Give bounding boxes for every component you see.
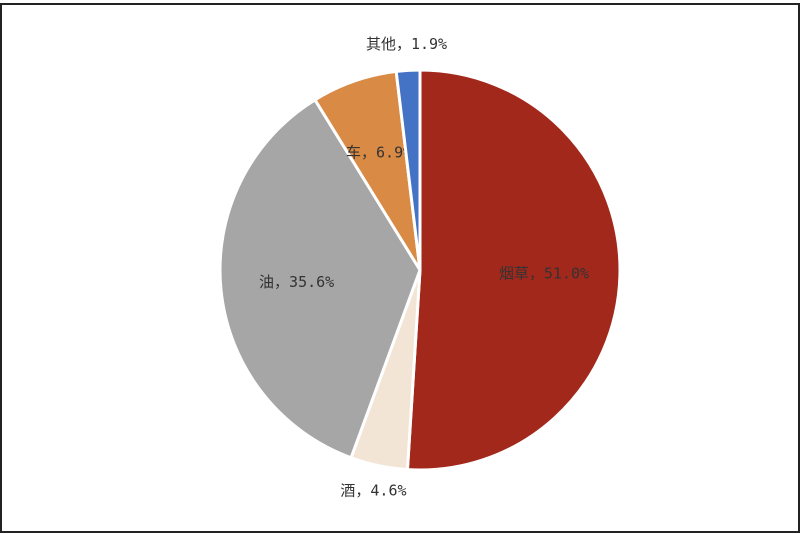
- data-label: 其他，1.9%: [366, 35, 447, 53]
- pie-slice: [405, 68, 622, 472]
- data-label: 车，6.9%: [346, 143, 412, 161]
- data-label: 酒，4.6%: [340, 482, 406, 500]
- pie-slice: [394, 68, 422, 271]
- data-label: 油，35.6%: [259, 273, 334, 291]
- frame: [0, 3, 800, 533]
- data-label: 烟草，51.0%: [499, 264, 589, 282]
